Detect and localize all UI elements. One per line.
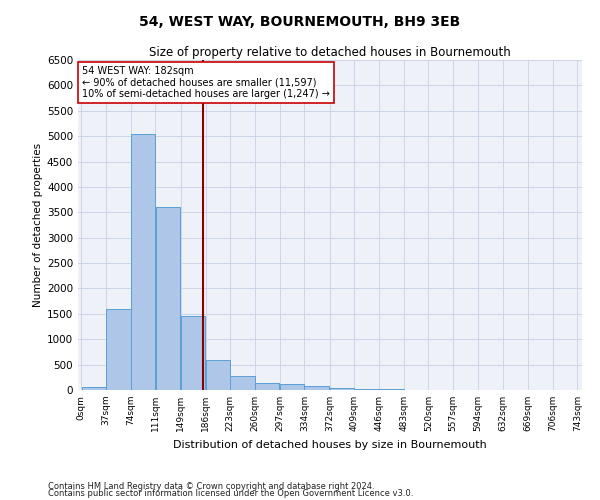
Bar [304,386,329,390]
Bar [255,383,280,390]
Bar [355,389,379,390]
Text: Contains public sector information licensed under the Open Government Licence v3: Contains public sector information licen… [48,489,413,498]
Bar [106,309,131,390]
Title: Size of property relative to detached houses in Bournemouth: Size of property relative to detached ho… [149,46,511,59]
Text: 54, WEST WAY, BOURNEMOUTH, BH9 3EB: 54, WEST WAY, BOURNEMOUTH, BH9 3EB [139,15,461,29]
Bar [131,134,155,390]
X-axis label: Distribution of detached houses by size in Bournemouth: Distribution of detached houses by size … [173,440,487,450]
Bar [82,388,106,390]
Y-axis label: Number of detached properties: Number of detached properties [33,143,43,307]
Text: Contains HM Land Registry data © Crown copyright and database right 2024.: Contains HM Land Registry data © Crown c… [48,482,374,491]
Bar [280,384,304,390]
Text: 54 WEST WAY: 182sqm
← 90% of detached houses are smaller (11,597)
10% of semi-de: 54 WEST WAY: 182sqm ← 90% of detached ho… [82,66,330,100]
Bar [230,376,255,390]
Bar [181,316,205,390]
Bar [155,207,180,390]
Bar [206,360,230,390]
Bar [330,388,354,390]
